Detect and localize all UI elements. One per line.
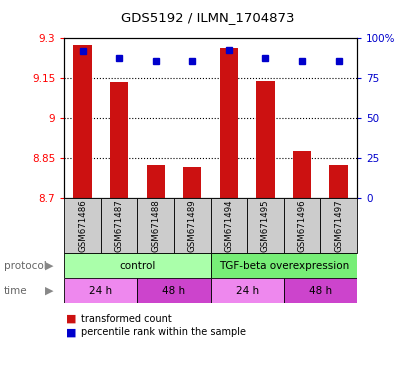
Text: time: time bbox=[4, 286, 28, 296]
Text: GSM671486: GSM671486 bbox=[78, 199, 87, 252]
Bar bbox=[73, 45, 92, 198]
Bar bbox=[183, 167, 201, 198]
Bar bbox=[220, 48, 238, 198]
Text: percentile rank within the sample: percentile rank within the sample bbox=[81, 327, 246, 337]
Text: GDS5192 / ILMN_1704873: GDS5192 / ILMN_1704873 bbox=[121, 12, 294, 25]
Bar bbox=[174, 198, 211, 253]
Bar bbox=[146, 165, 165, 198]
Text: transformed count: transformed count bbox=[81, 314, 172, 324]
Bar bbox=[320, 198, 357, 253]
Text: GSM671496: GSM671496 bbox=[298, 199, 307, 252]
Text: control: control bbox=[119, 261, 156, 271]
Bar bbox=[293, 151, 311, 198]
Bar bbox=[284, 278, 357, 303]
Text: ■: ■ bbox=[66, 327, 77, 337]
Bar bbox=[210, 278, 284, 303]
Text: 48 h: 48 h bbox=[163, 286, 186, 296]
Text: 48 h: 48 h bbox=[309, 286, 332, 296]
Text: GSM671497: GSM671497 bbox=[334, 199, 343, 252]
Bar bbox=[284, 198, 320, 253]
Bar bbox=[137, 198, 174, 253]
Bar bbox=[101, 198, 137, 253]
Text: GSM671487: GSM671487 bbox=[115, 199, 124, 252]
Text: GSM671488: GSM671488 bbox=[151, 199, 160, 252]
Bar bbox=[64, 278, 137, 303]
Bar bbox=[247, 198, 284, 253]
Text: ▶: ▶ bbox=[45, 261, 53, 271]
Bar bbox=[211, 198, 247, 253]
Text: GSM671495: GSM671495 bbox=[261, 199, 270, 252]
Text: GSM671489: GSM671489 bbox=[188, 199, 197, 252]
Text: ■: ■ bbox=[66, 314, 77, 324]
Bar bbox=[256, 81, 275, 198]
Bar bbox=[137, 278, 210, 303]
Text: ▶: ▶ bbox=[45, 286, 53, 296]
Bar bbox=[110, 82, 128, 198]
Bar bbox=[330, 165, 348, 198]
Bar bbox=[64, 198, 101, 253]
Text: TGF-beta overexpression: TGF-beta overexpression bbox=[219, 261, 349, 271]
Text: 24 h: 24 h bbox=[89, 286, 112, 296]
Bar bbox=[64, 253, 210, 278]
Text: 24 h: 24 h bbox=[236, 286, 259, 296]
Text: protocol: protocol bbox=[4, 261, 47, 271]
Text: GSM671494: GSM671494 bbox=[225, 199, 233, 252]
Bar bbox=[210, 253, 357, 278]
